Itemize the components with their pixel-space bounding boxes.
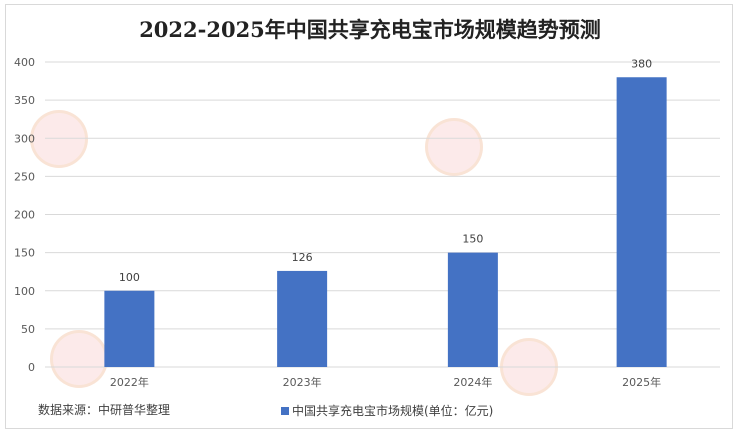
legend: 中国共享充电宝市场规模(单位：亿元) xyxy=(281,402,493,419)
legend-label: 中国共享充电宝市场规模(单位：亿元) xyxy=(292,404,494,418)
data-source: 数据来源：中研普华整理 xyxy=(38,403,171,417)
bar xyxy=(277,270,328,367)
chart-frame xyxy=(5,4,733,429)
x-tick-label: 2022年 xyxy=(110,375,149,389)
y-tick-label: 0 xyxy=(28,361,35,374)
x-tick-label: 2024年 xyxy=(453,375,492,389)
y-tick-label: 100 xyxy=(14,285,35,298)
bar xyxy=(104,290,155,367)
x-tick-label: 2025年 xyxy=(622,375,661,389)
bar xyxy=(616,77,667,367)
y-tick-label: 250 xyxy=(14,170,35,183)
x-tick-label: 2023年 xyxy=(283,375,322,389)
bar xyxy=(447,252,498,367)
data-label: 150 xyxy=(462,233,483,246)
y-tick-label: 200 xyxy=(14,209,35,222)
legend-swatch xyxy=(281,406,289,415)
data-label: 126 xyxy=(292,251,313,264)
y-tick-label: 350 xyxy=(14,94,35,107)
data-label: 380 xyxy=(631,57,652,70)
y-tick-label: 400 xyxy=(14,56,35,69)
data-label: 100 xyxy=(119,271,140,284)
y-tick-label: 50 xyxy=(21,323,35,336)
chart-title: 2022-2025年中国共享充电宝市场规模趋势预测 xyxy=(139,17,601,42)
y-tick-label: 300 xyxy=(14,132,35,145)
y-tick-label: 150 xyxy=(14,247,35,260)
